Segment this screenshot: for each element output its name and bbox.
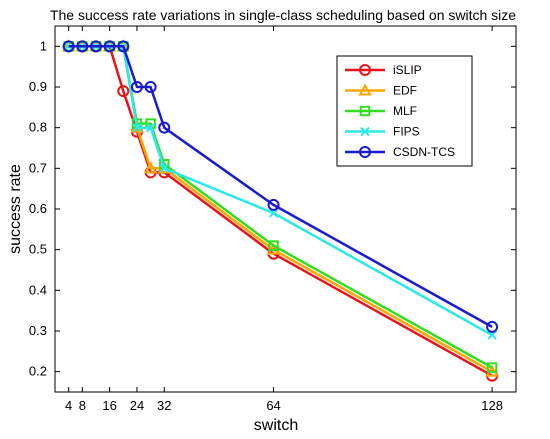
y-tick-label: 0.5 xyxy=(29,242,47,257)
y-tick-label: 0.2 xyxy=(29,364,47,379)
series-csdn-tcs xyxy=(62,40,499,333)
legend-marker xyxy=(359,105,371,117)
series-layer xyxy=(61,39,499,382)
x-tick-label: 32 xyxy=(157,398,171,413)
x-tick-label: 24 xyxy=(130,398,144,413)
data-point xyxy=(267,198,280,211)
y-tick-label: 0.6 xyxy=(29,201,47,216)
data-point xyxy=(132,122,142,133)
data-point xyxy=(144,81,157,93)
y-tick-label: 0.9 xyxy=(29,79,47,94)
data-point xyxy=(62,40,75,53)
legend-label: iSLIP xyxy=(393,63,422,77)
y-tick-label: 0.3 xyxy=(29,323,47,338)
data-point xyxy=(268,240,279,251)
data-point xyxy=(63,41,74,52)
x-tick-label: 128 xyxy=(481,398,503,413)
y-tick-label: 0.7 xyxy=(29,160,47,175)
data-point xyxy=(487,330,497,340)
y-tick-label: 1 xyxy=(40,38,47,53)
data-point xyxy=(145,122,156,133)
legend-marker xyxy=(359,146,371,158)
data-point xyxy=(117,85,130,98)
legend: iSLIP EDF MLF FIPS CSDN-TCS xyxy=(336,55,473,167)
legend-label: MLF xyxy=(393,104,417,118)
data-point xyxy=(117,40,130,53)
y-axis-title: success rate xyxy=(7,164,24,254)
x-tick-label: 4 xyxy=(65,398,72,413)
y-tick-label: 0.4 xyxy=(29,282,47,297)
data-point xyxy=(159,163,169,174)
x-axis-ticks: 4 8 16 24 32 64 128 xyxy=(65,26,503,413)
y-tick-label: 0.8 xyxy=(29,120,47,135)
data-point xyxy=(158,121,171,134)
data-point xyxy=(268,208,279,218)
data-point xyxy=(486,362,498,373)
x-tick-label: 16 xyxy=(102,398,116,413)
series-line xyxy=(68,45,493,328)
data-point xyxy=(103,40,116,53)
x-tick-label: 64 xyxy=(266,398,280,413)
y-axis-ticks: 0.2 0.3 0.4 0.5 0.6 0.7 0.8 0.9 1 xyxy=(29,38,516,379)
legend-marker xyxy=(358,83,372,96)
legend-label: CSDN-TCS xyxy=(393,145,455,159)
data-point xyxy=(130,81,143,93)
data-point xyxy=(89,40,102,53)
data-point xyxy=(76,40,89,53)
x-tick-label: 8 xyxy=(79,398,86,413)
legend-label: EDF xyxy=(393,84,417,98)
legend-marker xyxy=(360,126,370,137)
x-axis-title: switch xyxy=(254,417,298,434)
legend-label: FIPS xyxy=(393,125,420,139)
data-point xyxy=(486,320,499,333)
legend-marker xyxy=(359,64,371,76)
chart-title: The success rate variations in single-cl… xyxy=(50,7,516,23)
data-point xyxy=(143,161,158,174)
